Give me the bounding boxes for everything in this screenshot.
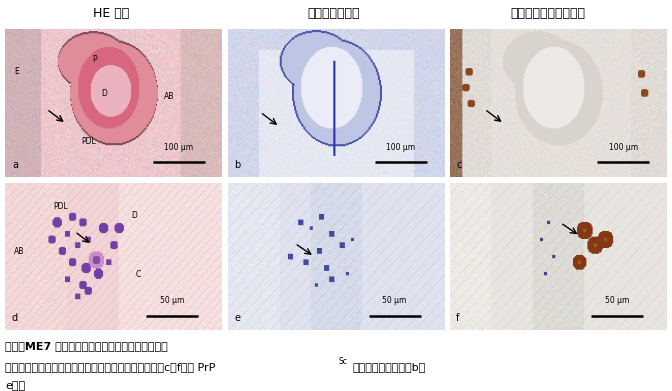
Text: 50 μm: 50 μm xyxy=(605,296,629,305)
Text: d: d xyxy=(12,313,18,323)
Text: e）。: e）。 xyxy=(5,381,26,391)
Text: 100 μm: 100 μm xyxy=(386,143,415,152)
Text: PDL: PDL xyxy=(53,203,68,212)
Text: 抗プリオン染色: 抗プリオン染色 xyxy=(308,7,360,20)
Text: E: E xyxy=(14,66,19,75)
Text: は蓄積していない（b、: は蓄積していない（b、 xyxy=(353,362,426,372)
Text: AB: AB xyxy=(164,92,174,101)
Text: 100 μm: 100 μm xyxy=(609,143,638,152)
Text: 50 μm: 50 μm xyxy=(160,296,185,305)
Text: c: c xyxy=(456,160,462,170)
Text: D: D xyxy=(101,89,107,98)
Text: a: a xyxy=(12,160,18,170)
Text: f: f xyxy=(456,313,460,323)
Text: PDL: PDL xyxy=(81,138,96,147)
Text: HE 染色: HE 染色 xyxy=(93,7,129,20)
Text: e: e xyxy=(234,313,240,323)
Text: b: b xyxy=(234,160,241,170)
Text: C: C xyxy=(136,270,140,279)
Text: 50 μm: 50 μm xyxy=(382,296,407,305)
Text: P: P xyxy=(92,55,97,64)
Text: Sc: Sc xyxy=(338,357,347,366)
Text: 図２．ME7 感染マウス臼歯での病理組織学的解析: 図２．ME7 感染マウス臼歯での病理組織学的解析 xyxy=(5,341,168,351)
Text: 100 μm: 100 μm xyxy=(164,143,194,152)
Text: 抗サイトケラチン染色: 抗サイトケラチン染色 xyxy=(510,7,585,20)
Text: AB: AB xyxy=(14,247,24,256)
Text: D: D xyxy=(131,211,137,220)
Text: 抗サイトケラチン抗体に染まるマラッセの上皮遺残（c、f）に PrP: 抗サイトケラチン抗体に染まるマラッセの上皮遺残（c、f）に PrP xyxy=(5,362,216,372)
